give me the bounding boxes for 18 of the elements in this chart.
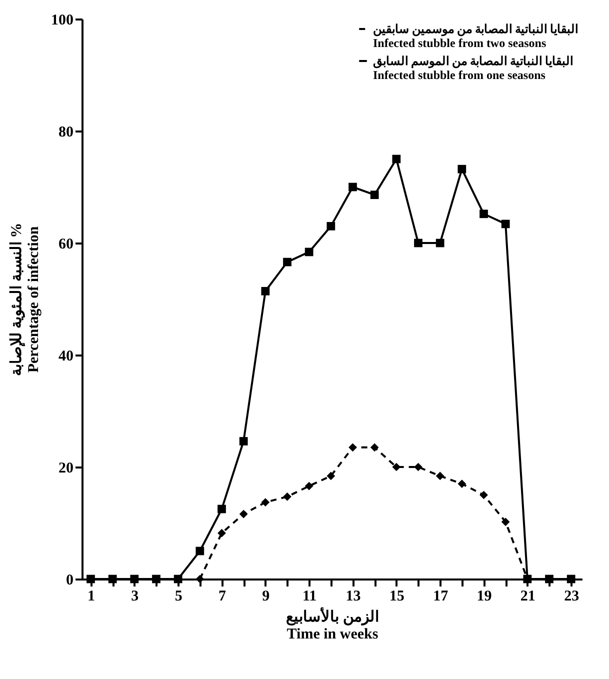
y-tick-label: 0 <box>66 572 74 588</box>
x-tick-label: 3 <box>131 588 139 604</box>
y-tick-label: 20 <box>58 460 74 476</box>
x-tick-label: 5 <box>174 588 182 604</box>
x-tick-label: 1 <box>87 588 95 604</box>
y-tick-label: 80 <box>58 124 74 140</box>
y-tick-label: 40 <box>58 348 74 364</box>
y-tick-label: 60 <box>58 236 74 252</box>
x-tick-label: 23 <box>564 588 580 604</box>
x-tick-label: 15 <box>389 588 404 604</box>
x-tick-label: 11 <box>302 588 317 604</box>
x-tick-label: 17 <box>433 588 449 604</box>
y-tick-label: 100 <box>51 12 74 28</box>
x-tick-label: 7 <box>218 588 226 604</box>
x-tick-label: 9 <box>262 588 270 604</box>
x-tick-label: 19 <box>476 588 492 604</box>
x-tick-label: 21 <box>520 588 536 604</box>
x-tick-label: 13 <box>346 588 361 604</box>
